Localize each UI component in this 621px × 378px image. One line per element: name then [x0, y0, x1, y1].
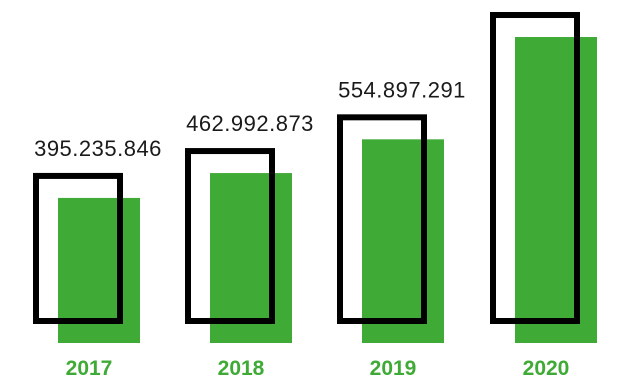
value-label-2019: 554.897.291	[338, 77, 466, 102]
category-label-2018: 2018	[218, 357, 265, 378]
value-label-2018: 462.992.873	[186, 111, 314, 136]
bar-outline-2020	[490, 12, 580, 325]
category-label-2017: 2017	[66, 357, 113, 378]
bar-outline-2018	[185, 148, 275, 324]
value-label-2017: 395.235.846	[34, 136, 162, 161]
category-label-2019: 2019	[370, 357, 417, 378]
bar-2020	[515, 37, 597, 344]
bar-outline-2017	[33, 172, 123, 324]
bar-2019	[362, 139, 444, 343]
category-labels-group: 2017 2018 2019 2020	[66, 357, 570, 378]
bars-group	[33, 12, 597, 344]
bar-2018	[210, 173, 292, 343]
bar-outline-2019	[337, 114, 427, 324]
category-label-2020: 2020	[523, 357, 570, 378]
value-labels-group: 395.235.846462.992.873554.897.291833.647…	[34, 0, 618, 161]
